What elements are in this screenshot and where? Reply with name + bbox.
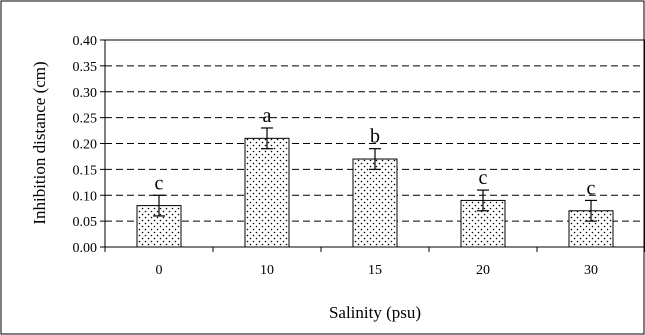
x-axis-title: Salinity (psu) (329, 303, 421, 322)
y-tick-label: 0.10 (73, 189, 98, 204)
y-tick-label: 0.20 (73, 138, 98, 153)
y-tick-label: 0.00 (73, 241, 98, 256)
x-tick-label: 15 (368, 263, 382, 278)
y-tick-label: 0.35 (73, 60, 98, 75)
y-axis-ticks: 0.00 0.05 0.10 0.15 0.20 0.25 0.30 0.35 0.40 (73, 34, 105, 256)
x-tick-label: 30 (584, 263, 598, 278)
bar (352, 158, 398, 248)
significance-letter: a (263, 105, 272, 127)
y-tick-label: 0.25 (73, 112, 98, 127)
x-tick-label: 10 (260, 263, 274, 278)
bars: c a b c c (136, 105, 614, 248)
significance-letter: c (155, 172, 164, 194)
x-tick-label: 0 (156, 263, 163, 278)
significance-letter: c (587, 177, 596, 199)
bar (244, 137, 290, 248)
y-tick-label: 0.30 (73, 86, 98, 101)
significance-letter: c (479, 167, 488, 189)
y-axis-title: Inhibition distance (cm) (30, 61, 49, 224)
y-tick-label: 0.40 (73, 34, 98, 49)
x-axis-ticks: 0 10 15 20 30 (104, 247, 645, 278)
y-tick-label: 0.15 (73, 163, 98, 178)
y-tick-label: 0.05 (73, 215, 98, 230)
x-tick-label: 20 (476, 263, 490, 278)
significance-letter: b (370, 126, 380, 148)
